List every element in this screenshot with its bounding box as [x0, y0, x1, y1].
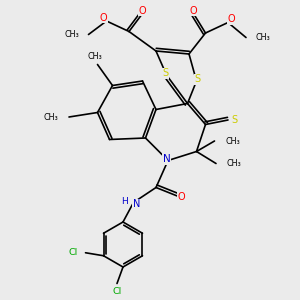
Text: CH₃: CH₃: [44, 112, 58, 122]
Text: S: S: [163, 68, 169, 79]
Text: O: O: [227, 14, 235, 25]
Text: O: O: [100, 13, 107, 23]
Text: S: S: [231, 115, 237, 125]
Text: CH₃: CH₃: [255, 33, 270, 42]
Text: Cl: Cl: [112, 286, 122, 296]
Text: CH₃: CH₃: [87, 52, 102, 61]
Text: S: S: [194, 74, 200, 85]
Text: CH₃: CH₃: [226, 159, 241, 168]
Text: O: O: [190, 5, 197, 16]
Text: CH₃: CH₃: [65, 30, 80, 39]
Text: N: N: [163, 154, 170, 164]
Text: O: O: [178, 191, 185, 202]
Text: Cl: Cl: [69, 248, 78, 257]
Text: N: N: [133, 199, 140, 209]
Text: H: H: [121, 196, 128, 206]
Text: CH₃: CH₃: [225, 136, 240, 146]
Text: O: O: [139, 5, 146, 16]
